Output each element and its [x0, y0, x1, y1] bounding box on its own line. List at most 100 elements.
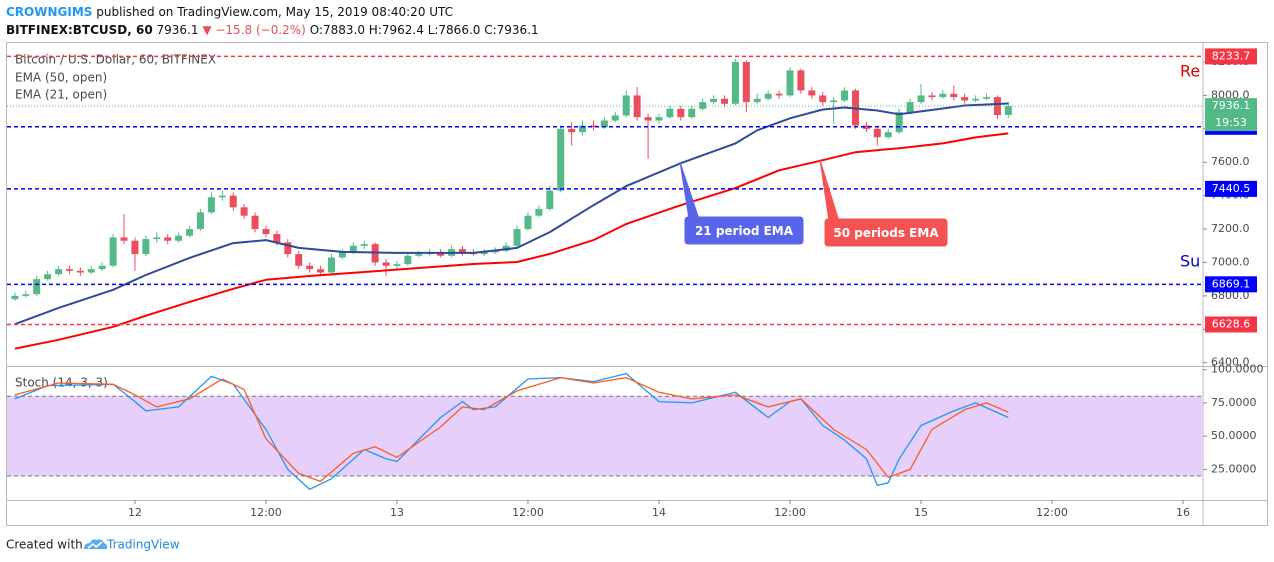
level-tag [1205, 316, 1257, 333]
candle-body [98, 265, 106, 270]
candle-body [589, 125, 597, 128]
candle-body [611, 115, 619, 121]
level-tag [1205, 276, 1257, 293]
candle-body [513, 229, 521, 246]
level-label: 7440.5 [1212, 182, 1251, 195]
candle-body [164, 237, 172, 241]
level-tag [1205, 48, 1257, 65]
candle-body [546, 190, 554, 210]
y-tick-label: 7200.0 [1211, 222, 1250, 235]
stoch-line [14, 376, 1009, 483]
candle-body [742, 62, 750, 103]
symbol: BITFINEX:BTCUSD, 60 [6, 23, 153, 37]
candle-body [644, 117, 652, 121]
candle-body [655, 117, 663, 121]
candle-body [753, 98, 761, 103]
ema-line [14, 102, 1009, 326]
candle-body [961, 97, 969, 101]
callout-text: 50 periods EMA [833, 226, 939, 240]
callout [824, 218, 948, 247]
candle-body [262, 229, 270, 235]
x-tick-label: 12 [128, 506, 142, 519]
candle-body [579, 125, 587, 133]
candle-body [251, 215, 259, 230]
x-tick-label: 15 [914, 506, 928, 519]
candle-body [939, 93, 947, 98]
candle-body [764, 93, 772, 99]
header-line: CROWNGIMS published on TradingView.com, … [6, 5, 453, 19]
candle-body [677, 108, 685, 118]
candle-body [688, 108, 696, 118]
candle-body [393, 264, 401, 266]
side-label: Su [1180, 252, 1200, 271]
candle-body [349, 245, 357, 253]
candle-body [830, 100, 838, 103]
y-tick-label: 7000.0 [1211, 255, 1250, 268]
stoch-line [14, 372, 1009, 491]
side-label: Re [1180, 62, 1200, 81]
candle-body [884, 132, 892, 138]
candle-body [1004, 106, 1012, 115]
last-price: 7936.1 [157, 23, 199, 37]
candle-body [273, 234, 281, 243]
candle-body [11, 295, 19, 300]
candle-body [699, 102, 707, 109]
candle-body [196, 212, 204, 230]
candle-body [917, 95, 925, 103]
candle-body [229, 195, 237, 208]
candle-body [491, 250, 499, 253]
candle-body [972, 98, 980, 101]
logo [84, 539, 108, 549]
candle-body [819, 95, 827, 103]
frame [6, 42, 1268, 526]
candle-body [775, 93, 783, 96]
x-tick-label: 16 [1176, 506, 1190, 519]
candle-body [207, 197, 215, 213]
candle-body [131, 240, 139, 255]
candle-body [480, 252, 488, 255]
candle-body [382, 262, 390, 266]
candle-body [33, 279, 41, 295]
y-tick-label: 50.0000 [1211, 429, 1257, 442]
price-tag [1205, 98, 1257, 132]
candle-body [44, 274, 52, 280]
candle-body [55, 269, 63, 275]
candle-body [109, 237, 117, 266]
y-tick-label: 25.0000 [1211, 462, 1257, 475]
candle-body [76, 270, 84, 273]
candle-body [535, 209, 543, 216]
candle-body [360, 244, 368, 246]
candle-body [622, 95, 630, 116]
candle-body [284, 242, 292, 255]
candle-body [295, 254, 303, 266]
x-tick-label: 12:00 [250, 506, 282, 519]
candle-body [720, 98, 728, 104]
candle-body [317, 269, 325, 273]
publisher: CROWNGIMS [6, 5, 92, 19]
candle-body [950, 93, 958, 98]
ohlc: O:7883.0 [310, 23, 365, 37]
published: published on TradingView.com, May 15, 20… [96, 5, 453, 19]
candle-body [186, 229, 194, 236]
candle-body [415, 254, 423, 256]
candle-body [895, 112, 903, 133]
candle-body [458, 249, 466, 253]
level-tag [1205, 180, 1257, 197]
candle-body [841, 90, 849, 101]
ohlc: C:7936.1 [484, 23, 538, 37]
candle-body [568, 128, 576, 133]
candle-body [65, 269, 73, 271]
x-tick-label: 13 [390, 506, 404, 519]
legend-entry: EMA (50, open) [15, 71, 107, 85]
x-tick-label: 12:00 [774, 506, 806, 519]
candle-body [240, 207, 248, 216]
candle-body [786, 70, 794, 96]
chart-title: Bitcoin / U.S. Dollar, 60, BITFINEX [15, 53, 216, 67]
ema-line [14, 132, 1009, 350]
candle-body [524, 215, 532, 230]
candle-body [175, 235, 183, 241]
y-tick-label: 100.0000 [1211, 363, 1264, 376]
candle-body [906, 102, 914, 113]
